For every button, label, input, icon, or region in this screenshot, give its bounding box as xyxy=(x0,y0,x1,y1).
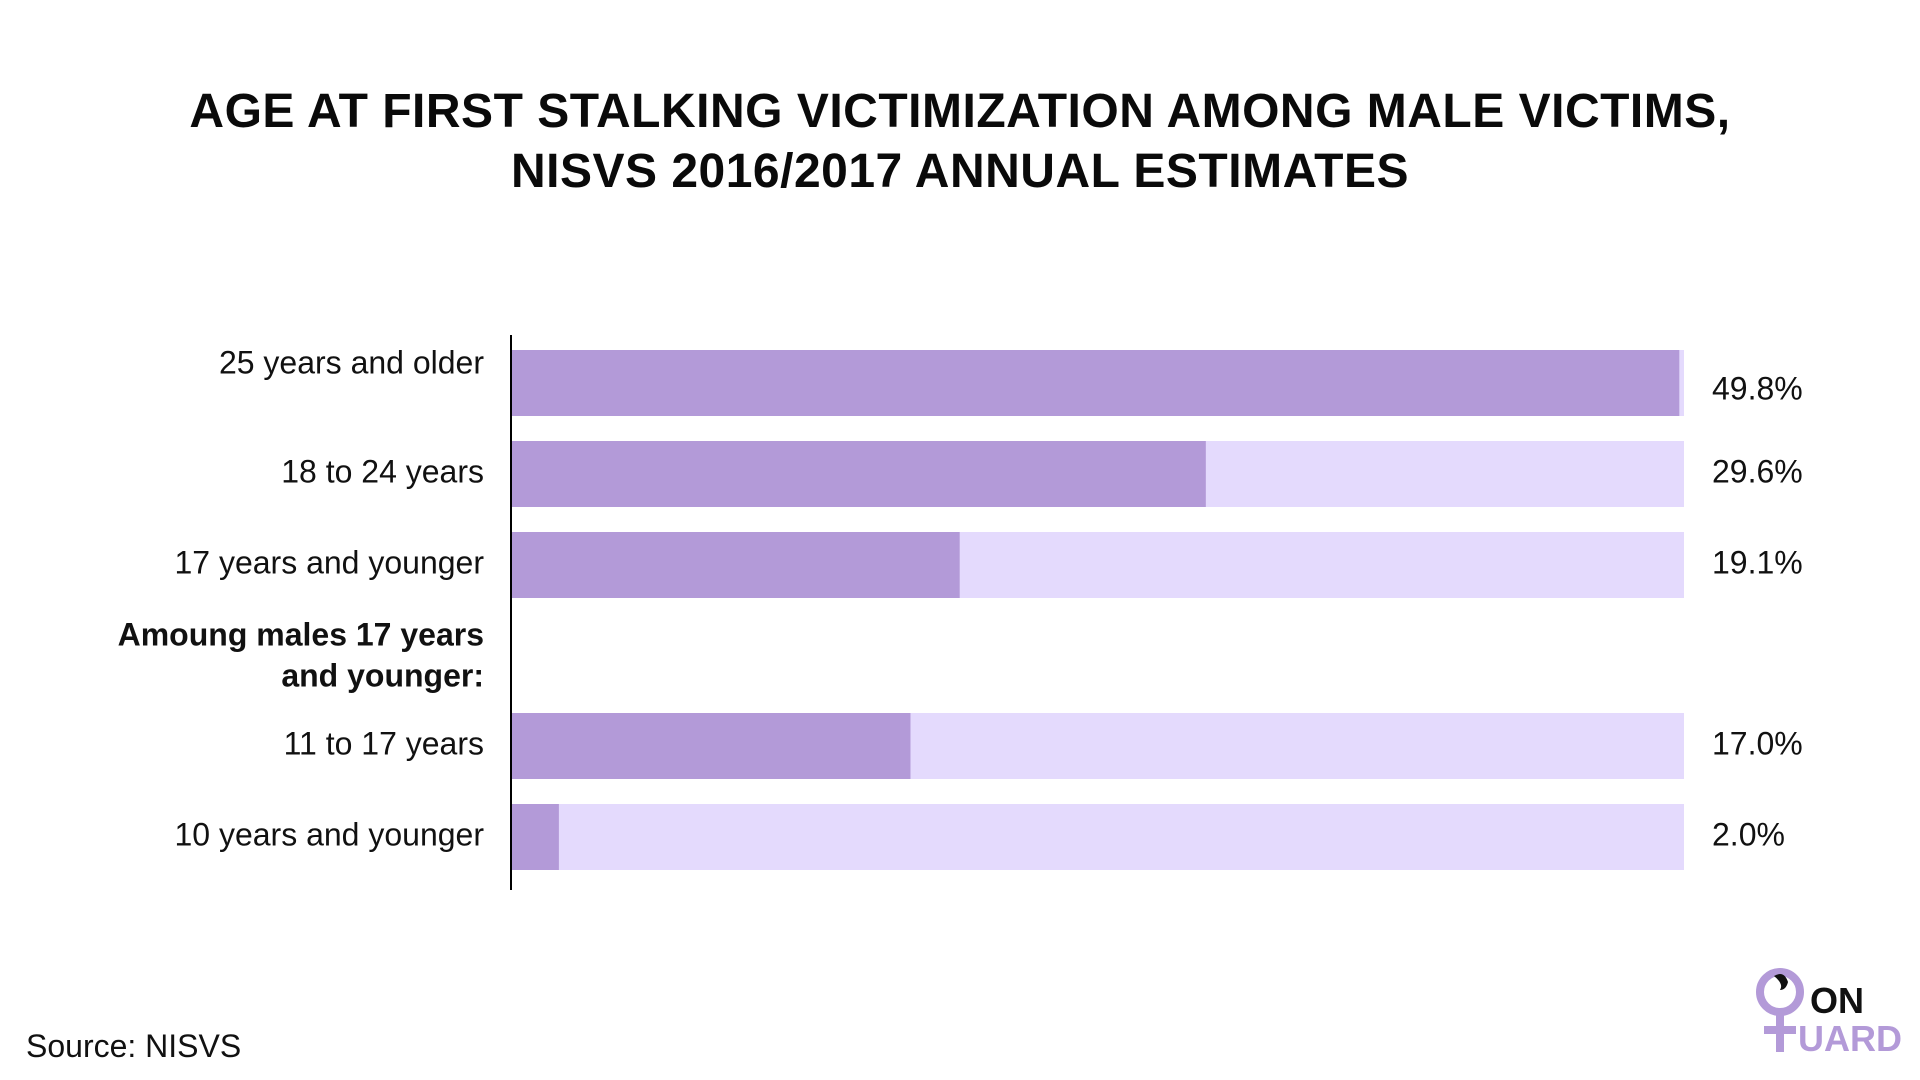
value-label: 29.6% xyxy=(1712,453,1803,489)
title-line-2: NISVS 2016/2017 ANNUAL ESTIMATES xyxy=(510,145,1410,198)
group-heading: Amoung males 17 years xyxy=(118,616,484,652)
bar-track xyxy=(512,804,1684,870)
bar xyxy=(512,441,1206,507)
category-label: 11 to 17 years xyxy=(284,725,484,761)
category-label: 17 years and younger xyxy=(174,544,484,580)
value-label: 19.1% xyxy=(1712,544,1803,580)
title-line-1: AGE AT FIRST STALKING VICTIMIZATION AMON… xyxy=(189,85,1731,138)
value-label: 17.0% xyxy=(1712,725,1803,761)
logo-guard-text: UARD xyxy=(1798,1018,1902,1059)
bar xyxy=(512,532,960,598)
female-symbol-icon xyxy=(1756,968,1804,1052)
value-label: 2.0% xyxy=(1712,816,1785,852)
chart-title: AGE AT FIRST STALKING VICTIMIZATION AMON… xyxy=(0,82,1920,202)
logo-on-text: ON xyxy=(1810,980,1864,1021)
source-note: Source: NISVS xyxy=(26,1028,242,1064)
value-label: 49.8% xyxy=(1712,370,1803,406)
onguard-logo: ON UARD xyxy=(1754,962,1904,1062)
category-label: 10 years and younger xyxy=(174,816,484,852)
bar xyxy=(512,804,559,870)
group-heading: and younger: xyxy=(281,657,484,693)
category-label: 18 to 24 years xyxy=(281,453,484,489)
category-label: 25 years and older xyxy=(219,344,484,380)
bar xyxy=(512,713,911,779)
bar xyxy=(512,350,1680,416)
